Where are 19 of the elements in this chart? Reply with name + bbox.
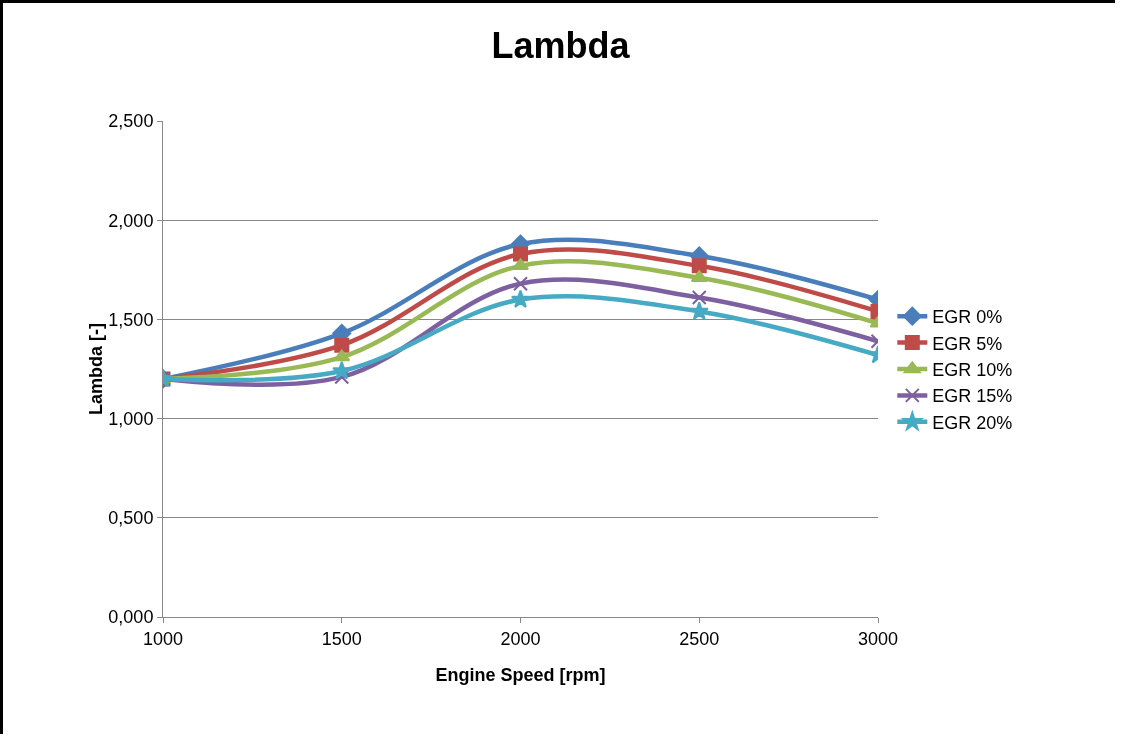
chart-title: Lambda	[491, 24, 631, 66]
legend-label: EGR 5%	[932, 333, 1003, 354]
y-axis-title: Lambda [-]	[86, 323, 107, 415]
y-tick-label: 1,000	[108, 408, 154, 429]
x-tick-label: 1500	[321, 628, 362, 649]
legend-label: EGR 10%	[932, 360, 1013, 381]
legend-label: EGR 15%	[932, 386, 1013, 407]
x-tick-label: 1000	[142, 628, 184, 649]
y-tick-label: 2,000	[108, 210, 154, 231]
legend-label: EGR 0%	[932, 307, 1003, 328]
y-tick-label: 1,500	[108, 309, 154, 330]
x-axis-title: Engine Speed [rpm]	[435, 665, 606, 685]
x-tick-label: 3000	[857, 628, 899, 649]
y-tick-label: 2,500	[108, 111, 154, 132]
y-tick-label: 0,500	[108, 508, 154, 529]
x-tick-label: 2000	[500, 628, 541, 649]
y-tick-label: 0,000	[108, 607, 154, 628]
x-tick-label: 2500	[679, 628, 720, 649]
legend-label: EGR 20%	[932, 412, 1013, 433]
